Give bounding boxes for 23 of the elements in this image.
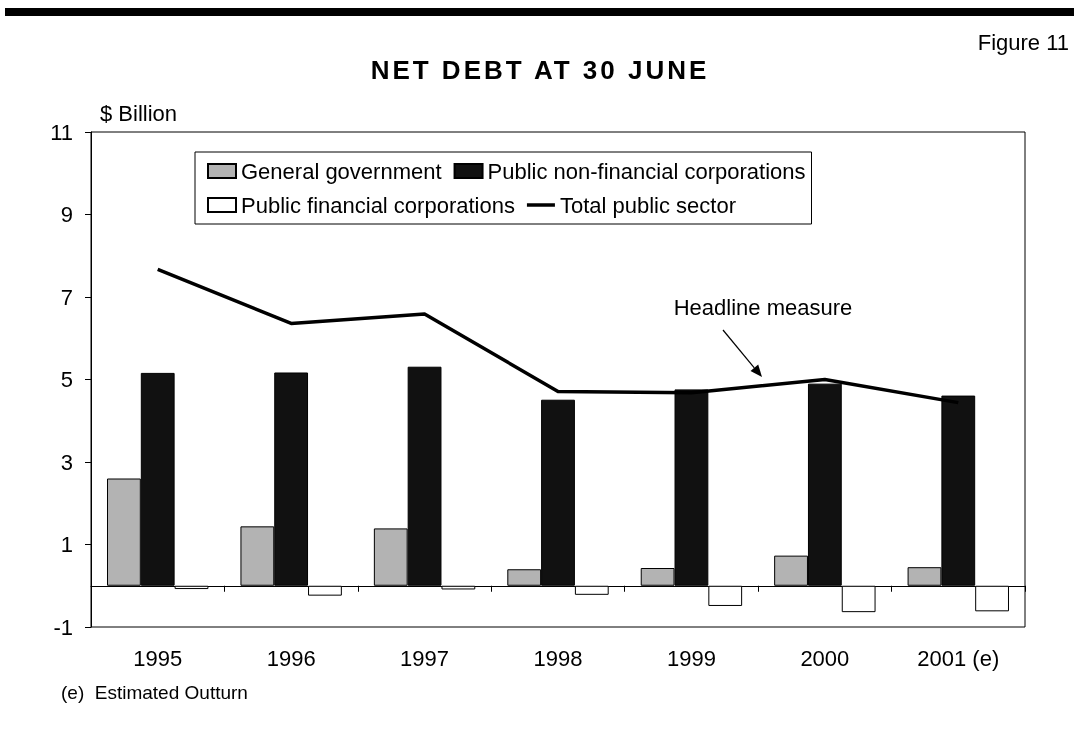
y-tick-label: 1	[60, 532, 73, 557]
y-tick-label: 5	[60, 367, 73, 392]
y-tick-label: 3	[60, 449, 73, 475]
y-tick-label: 7	[60, 284, 73, 310]
text: (e) Estimated Outturn	[61, 682, 248, 703]
legend-label: Total public sector	[559, 192, 737, 218]
y-axis-title: $ Billion	[100, 100, 178, 126]
x-tick-label: 2001 (e)	[917, 645, 1000, 671]
y-tick-label: 9	[60, 202, 73, 227]
legend-label: Public non-financial corporations	[487, 158, 806, 184]
caption: Figure 11	[977, 30, 1069, 55]
y-tick-label: 11	[50, 119, 73, 145]
x-tick-label: 2000	[800, 645, 850, 671]
annotation: Headline measure	[673, 295, 853, 320]
legend-label: Public financial corporations	[241, 192, 515, 218]
x-tick-label: 1996	[266, 645, 316, 671]
chart-title: NET DEBT AT 30 JUNE	[370, 55, 710, 85]
legend-label: General government	[241, 158, 442, 184]
x-tick-label: 1999	[666, 645, 716, 671]
x-tick-label: 1995	[133, 645, 183, 671]
x-tick-label: 1998	[533, 645, 583, 671]
y-tick-label: -1	[53, 614, 73, 640]
x-tick-label: 1997	[400, 645, 450, 671]
